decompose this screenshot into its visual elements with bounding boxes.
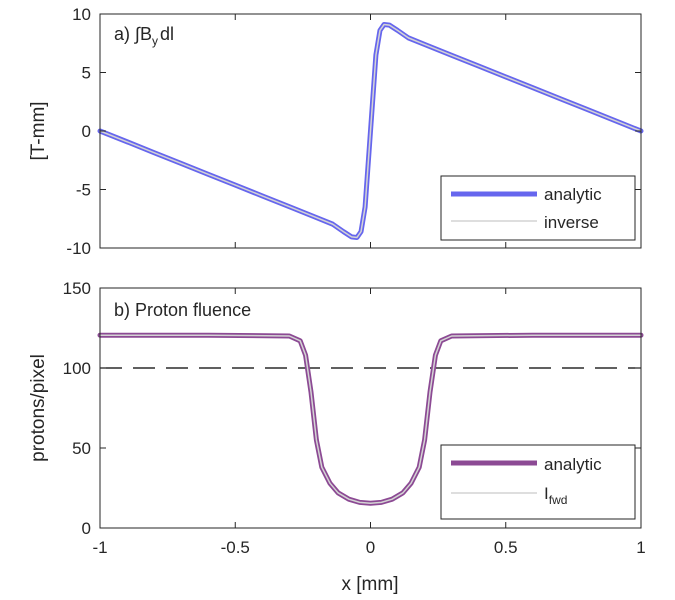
panel-b-xtick-label: 1 [636,538,645,557]
panel-a-legend: analytic inverse [440,175,636,241]
legend-b-analytic-label: analytic [544,455,602,474]
panel-a-integrated-field: -10 -5 0 5 10 a) ∫By dl [T-mm] analytic inver… [28,5,644,258]
panel-b-series-i-fwd [99,334,642,504]
panel-b-ytick-label: 0 [82,519,91,538]
panel-b-y-axis: 0 50 100 150 [63,279,641,538]
panel-a-title-prefix: a) [114,24,135,44]
panel-a-y-axis: -10 -5 0 5 10 [66,5,641,258]
panel-b-ytick-label: 50 [72,439,91,458]
panel-a-ytick-label: 10 [72,5,91,24]
legend-b-ifwd-main: I [544,484,549,503]
legend-b-ifwd-label: Ifwd [544,484,567,507]
panel-a-title-math: ∫B [133,24,152,44]
panel-b-ytick-label: 150 [63,279,91,298]
panel-b-series [97,332,644,506]
panel-b-title: b) Proton fluence [114,300,251,320]
panel-a-title-suffix: dl [160,24,174,44]
panel-b-xtick-label: -0.5 [221,538,250,557]
panel-b-xtick-label: 0.5 [494,538,518,557]
x-axis-label: x [mm] [342,574,399,595]
panel-a-x-ticks [99,14,642,248]
panel-a-title-sub: y [152,34,158,48]
panel-b-title-suffix: Proton fluence [135,300,251,320]
legend-a-inverse-label: inverse [544,213,599,232]
panel-b-title-prefix: b) [114,300,135,320]
panel-a-ytick-label: 5 [82,64,91,83]
panel-b-legend-box [440,444,636,520]
legend-b-ifwd-sub: fwd [549,493,568,507]
legend-a-analytic-label: analytic [544,185,602,204]
panel-b-ytick-label: 100 [63,359,91,378]
panel-b-x-axis: -1 -0.5 0 0.5 1 [92,288,646,557]
panel-a-series [97,22,644,240]
panel-a-legend-box [440,175,636,241]
panel-b-legend: analytic Ifwd [440,444,636,520]
panel-a-ytick-label: -5 [76,181,91,200]
panel-a-ytick-label: 0 [82,122,91,141]
panel-b-xtick-label: -1 [92,538,107,557]
panel-a-title: a) ∫By dl [114,24,174,48]
panel-b-xtick-label: 0 [366,538,375,557]
panel-b-y-label: protons/pixel [28,354,49,462]
panel-a-series-inverse [99,23,642,239]
panel-a-y-label: [T-mm] [28,101,49,160]
panel-a-ytick-label: -10 [66,239,91,258]
